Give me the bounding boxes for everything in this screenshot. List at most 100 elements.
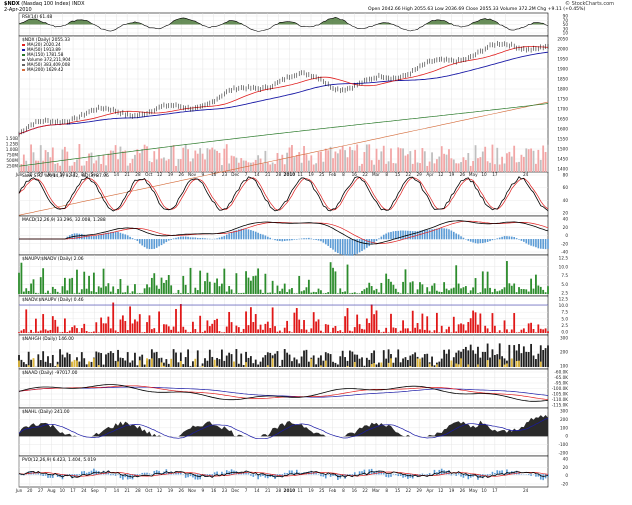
volume-bar: [121, 151, 124, 172]
macd-histogram-bar: [390, 231, 392, 240]
macd-histogram-bar: [477, 239, 479, 244]
macd-histogram-bar: [358, 239, 361, 253]
y-tick-label: 60: [563, 185, 569, 190]
volume-bar: [513, 145, 516, 172]
volume-bar: [271, 162, 274, 172]
macd-histogram-bar: [324, 239, 327, 245]
volume-bar: [134, 154, 136, 172]
macd-histogram-bar: [518, 239, 520, 240]
new-lows-bar: [539, 361, 542, 367]
macd-histogram-bar: [240, 228, 243, 240]
new-highs-bar: [300, 356, 303, 367]
x-tick-label: 2010: [284, 488, 296, 493]
x-tick-label: 29: [416, 488, 422, 493]
volume-bar: [194, 150, 197, 172]
new-highs-bar: [121, 358, 124, 367]
macd-histogram-bar: [124, 234, 127, 240]
naupv-bar: [419, 282, 421, 294]
naupv-bar: [136, 293, 139, 294]
macd-histogram-bar: [252, 230, 255, 240]
naupv-bar: [438, 291, 441, 294]
y-tick-label: 1550: [557, 137, 568, 142]
new-highs-bar: [25, 364, 28, 367]
x-tick-label: 21: [265, 172, 271, 177]
volume-bar: [501, 156, 504, 172]
volume-bar: [245, 160, 247, 172]
macd-histogram-bar: [527, 239, 530, 245]
naupv-bar: [30, 283, 32, 294]
x-tick-label: 17: [492, 172, 498, 177]
new-lows-bar: [32, 358, 35, 367]
nadv-bar: [138, 314, 141, 333]
naupv-bar: [443, 282, 446, 294]
macd-histogram-bar: [363, 239, 366, 250]
new-highs-bar: [462, 349, 465, 367]
macd-histogram-bar: [547, 239, 549, 249]
volume-bar: [477, 158, 479, 172]
x-tick-label: 19: [168, 172, 174, 177]
naupv-bar: [153, 273, 156, 294]
macd-histogram-bar: [201, 237, 204, 240]
panel-stoch: [18, 171, 549, 217]
x-tick-label: 7: [245, 488, 248, 493]
new-highs-bar: [317, 357, 320, 367]
macd-histogram-bar: [503, 236, 506, 240]
naupv-bar: [25, 288, 28, 294]
nadv-bar: [438, 332, 441, 333]
x-tick-label: 10: [481, 172, 487, 177]
pvo-histogram-bar: [334, 474, 337, 477]
volume-bar: [25, 160, 28, 172]
volume-bar: [92, 163, 95, 172]
macd-histogram-bar: [88, 236, 90, 240]
new-highs-bar: [305, 349, 308, 367]
macd-histogram-bar: [486, 239, 489, 242]
macd-histogram-bar: [83, 234, 86, 240]
macd-histogram-bar: [291, 239, 293, 241]
volume-bar: [259, 158, 262, 172]
new-highs-bar: [525, 351, 528, 367]
pvo-histogram-bar: [462, 474, 465, 478]
macd-histogram-bar: [136, 239, 139, 241]
naupv-bar: [537, 285, 540, 294]
new-highs-bar: [44, 361, 47, 367]
naupv-bar: [474, 278, 477, 294]
pvo-histogram-bar: [380, 471, 383, 475]
pvo-histogram-bar: [382, 472, 385, 475]
nahl-ma-line: [18, 417, 549, 440]
volume-bar: [464, 160, 467, 172]
nadv-bar: [295, 308, 298, 333]
x-tick-label: 19: [449, 488, 455, 493]
nadv-bar: [317, 319, 320, 333]
naupv-bar: [467, 292, 470, 294]
naupv-bar: [59, 293, 61, 294]
nadv-bar: [264, 323, 267, 333]
new-lows-bar: [138, 360, 141, 367]
y-tick-label: 90: [563, 14, 569, 19]
naupv-bar: [71, 277, 74, 294]
new-highs-bar: [397, 349, 400, 367]
macd-histogram-bar: [520, 239, 523, 241]
naupv-bar: [469, 290, 472, 294]
new-lows-bar: [503, 364, 506, 367]
pvo-histogram-bar: [293, 472, 296, 475]
volume-bar: [375, 148, 378, 172]
volume-bar: [276, 153, 279, 172]
macd-histogram-bar: [184, 236, 187, 240]
y-tick-label: 5.0: [561, 282, 568, 287]
pvo-histogram-bar: [148, 473, 151, 475]
macd-histogram-bar: [317, 239, 320, 241]
naupv-bar: [312, 291, 315, 294]
macd-histogram-bar: [187, 236, 189, 240]
x-tick-label: Apr: [426, 488, 434, 493]
x-tick-label: 8: [385, 488, 388, 493]
naupv-bar: [336, 293, 339, 294]
volume-bar: [85, 161, 88, 172]
nadv-bar: [30, 329, 32, 333]
naupv-bar: [431, 285, 433, 294]
new-highs-bar: [303, 350, 305, 367]
macd-histogram-bar: [506, 236, 508, 240]
naupv-bar: [138, 293, 141, 294]
nadv-bar: [513, 313, 516, 333]
nadv-bar: [196, 332, 199, 333]
macd-histogram-bar: [117, 231, 119, 240]
